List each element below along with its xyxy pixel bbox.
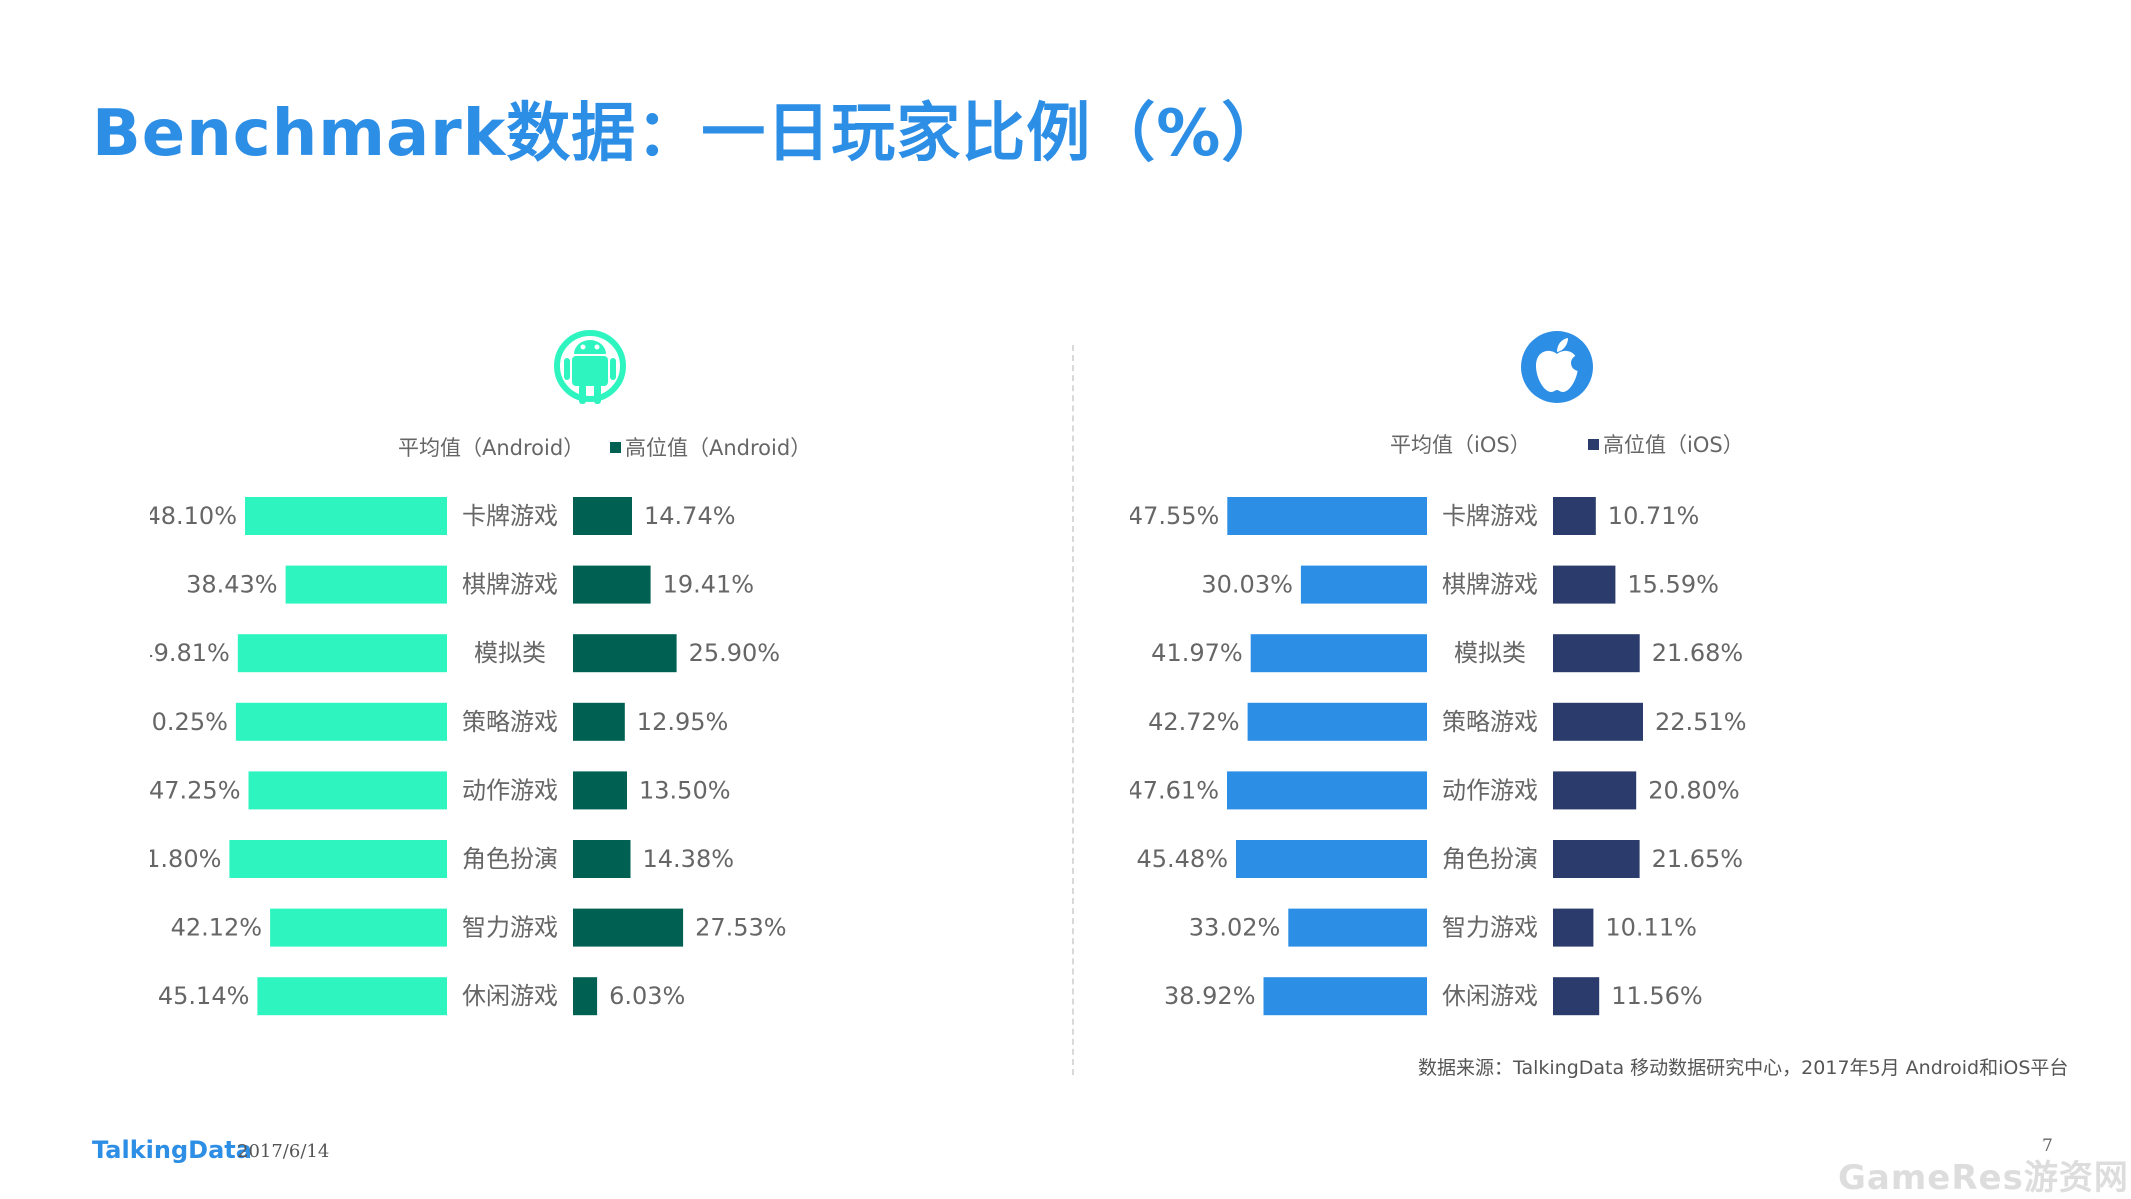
- ios-avg-label: 30.03%: [1201, 571, 1293, 599]
- ios-avg-label: 47.61%: [1130, 776, 1219, 804]
- page-title: Benchmark数据：一日玩家比例（%）: [92, 97, 1287, 171]
- android-high-bar: [573, 840, 631, 878]
- android-bar-chart: 48.10% 卡牌游戏 14.74% 38.43% 棋牌游戏 19.41% 49.81% 模拟…: [150, 497, 787, 1016]
- page-number: 7: [2042, 1136, 2053, 1156]
- android-high-label: 27.53%: [695, 914, 787, 942]
- android-avg-label: 49.81%: [150, 639, 230, 667]
- ios-category-label: 策略游戏: [1442, 708, 1538, 736]
- ios-high-label: 22.51%: [1655, 708, 1747, 736]
- android-high-label: 12.95%: [637, 708, 729, 736]
- android-avg-label: 51.80%: [150, 845, 221, 873]
- ios-avg-bar: [1288, 908, 1427, 947]
- android-category-label: 休闲游戏: [462, 982, 558, 1010]
- ios-avg-label: 45.48%: [1136, 845, 1228, 873]
- android-category-label: 智力游戏: [462, 914, 558, 942]
- android-high-label: 19.41%: [663, 571, 755, 599]
- ios-avg-bar: [1300, 565, 1427, 604]
- ios-high-label: 10.71%: [1608, 502, 1700, 530]
- ios-high-bar: [1553, 977, 1600, 1016]
- ios-high-bar: [1553, 702, 1643, 741]
- android-high-bar: [573, 702, 625, 741]
- ios-high-label: 11.56%: [1611, 982, 1703, 1010]
- ios-high-bar: [1553, 634, 1640, 673]
- ios-high-bar: [1553, 771, 1637, 810]
- android-legend: 平均值（Android） 高位值（Android）: [398, 432, 818, 462]
- ios-category-label: 休闲游戏: [1442, 982, 1538, 1010]
- android-category-label: 动作游戏: [462, 776, 558, 804]
- ios-avg-bar: [1263, 977, 1427, 1016]
- ios-high-bar: [1553, 908, 1594, 947]
- android-avg-bar: [270, 908, 447, 947]
- ios-high-bar: [1553, 497, 1596, 535]
- android-high-bar: [573, 771, 627, 810]
- panel-divider: [1072, 345, 1074, 1075]
- ios-avg-bar: [1250, 634, 1427, 673]
- android-category-label: 卡牌游戏: [462, 502, 558, 530]
- android-avg-label: 48.10%: [150, 502, 237, 530]
- ios-avg-label: 33.02%: [1189, 914, 1281, 942]
- android-high-label: 14.74%: [644, 502, 736, 530]
- ios-high-bar: [1553, 840, 1640, 878]
- ios-category-label: 动作游戏: [1442, 776, 1538, 804]
- ios-high-label: 20.80%: [1648, 776, 1740, 804]
- watermark: GameRes游资网: [1838, 1158, 2129, 1198]
- android-avg-label: 42.12%: [171, 914, 263, 942]
- ios-high-label: 21.68%: [1652, 639, 1744, 667]
- ios-category-label: 棋牌游戏: [1442, 571, 1538, 599]
- android-high-bar: [573, 977, 598, 1016]
- android-avg-bar: [229, 840, 447, 878]
- android-category-label: 策略游戏: [462, 708, 558, 736]
- android-avg-label: 50.25%: [150, 708, 228, 736]
- android-icon: [554, 330, 626, 408]
- android-legend-avg: 平均值（Android）: [398, 436, 585, 460]
- talkingdata-logo: TalkingData: [92, 1136, 252, 1164]
- ios-legend: 平均值（iOS） 高位值（iOS）: [1390, 429, 1770, 459]
- ios-avg-label: 42.72%: [1148, 708, 1240, 736]
- android-avg-bar: [237, 634, 447, 673]
- ios-legend-high: 高位值（iOS）: [1588, 429, 1744, 459]
- ios-bar-chart: 47.55% 卡牌游戏 10.71% 30.03% 棋牌游戏 15.59% 41.97% 模拟…: [1130, 497, 1747, 1016]
- ios-category-label: 智力游戏: [1442, 914, 1538, 942]
- ios-avg-bar: [1247, 702, 1427, 741]
- ios-avg-bar: [1227, 771, 1427, 810]
- ios-category-label: 角色扮演: [1442, 845, 1538, 873]
- ios-high-label: 21.65%: [1652, 845, 1744, 873]
- android-high-bar: [573, 565, 651, 604]
- ios-legend-high-swatch: [1588, 438, 1599, 450]
- ios-avg-label: 38.92%: [1164, 982, 1256, 1010]
- android-high-bar: [573, 634, 677, 673]
- android-avg-bar: [235, 702, 447, 741]
- ios-avg-label: 41.97%: [1151, 639, 1243, 667]
- android-high-bar: [573, 908, 684, 947]
- ios-legend-avg: 平均值（iOS）: [1390, 433, 1531, 457]
- android-category-label: 角色扮演: [462, 845, 558, 873]
- android-avg-bar: [248, 771, 447, 810]
- android-high-label: 13.50%: [639, 776, 731, 804]
- android-category-label: 棋牌游戏: [462, 571, 558, 599]
- android-avg-bar: [285, 565, 447, 604]
- android-category-label: 模拟类: [474, 639, 546, 667]
- data-source-note: 数据来源：TalkingData 移动数据研究中心，2017年5月 Androi…: [1418, 1057, 2069, 1079]
- android-avg-bar: [245, 497, 447, 535]
- ios-high-label: 15.59%: [1627, 571, 1719, 599]
- android-high-label: 6.03%: [609, 982, 685, 1010]
- android-high-label: 25.90%: [689, 639, 781, 667]
- android-avg-label: 38.43%: [186, 571, 278, 599]
- ios-category-label: 模拟类: [1454, 639, 1526, 667]
- ios-avg-bar: [1227, 497, 1427, 535]
- ios-category-label: 卡牌游戏: [1442, 502, 1538, 530]
- android-high-bar: [573, 497, 632, 535]
- ios-avg-bar: [1236, 840, 1427, 878]
- ios-high-bar: [1553, 565, 1616, 604]
- android-avg-label: 45.14%: [158, 982, 250, 1010]
- android-legend-high: 高位值（Android）: [610, 432, 811, 462]
- android-high-label: 14.38%: [643, 845, 735, 873]
- footer-date: 2017/6/14: [237, 1141, 330, 1162]
- android-legend-high-swatch: [610, 441, 621, 453]
- android-avg-label: 47.25%: [150, 776, 241, 804]
- ios-avg-label: 47.55%: [1130, 502, 1219, 530]
- android-avg-bar: [257, 977, 447, 1016]
- ios-high-label: 10.11%: [1605, 914, 1697, 942]
- apple-icon: [1520, 330, 1594, 404]
